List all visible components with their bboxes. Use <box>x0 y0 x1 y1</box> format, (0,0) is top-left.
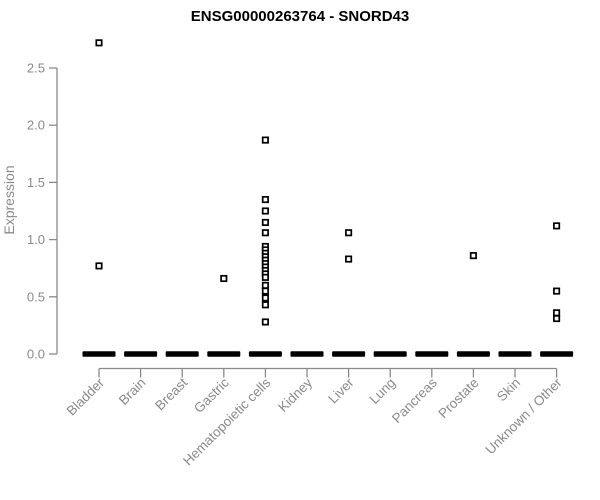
x-category-label: Unknown / Other <box>482 375 565 458</box>
x-category-label: Liver <box>325 375 357 407</box>
x-category-label: Prostate <box>435 375 481 421</box>
data-point-marker <box>261 281 269 289</box>
category-series <box>207 274 241 357</box>
data-point-marker <box>261 229 269 237</box>
data-point-marker <box>261 273 269 281</box>
category-series <box>248 136 282 357</box>
zero-expression-cluster <box>248 351 282 357</box>
zero-expression-cluster <box>207 351 241 357</box>
zero-expression-cluster <box>373 351 407 357</box>
y-tick-label: 2.0 <box>27 118 45 133</box>
category-series <box>540 222 574 357</box>
x-category-label: Gastric <box>191 375 232 416</box>
zero-expression-cluster <box>124 351 158 357</box>
zero-expression-cluster <box>290 351 324 357</box>
category-series <box>124 351 158 357</box>
zero-expression-cluster <box>332 351 366 357</box>
y-axis: 0.0 0.5 1.0 1.5 2.0 2.5 <box>27 61 58 362</box>
zero-expression-cluster <box>498 351 532 357</box>
x-category-label: Skin <box>494 375 523 404</box>
plot-area: 0.0 0.5 1.0 1.5 2.0 2.5 Bladder Brain Breast Gast… <box>27 39 574 468</box>
x-category-label: Breast <box>152 375 190 413</box>
category-series <box>498 351 532 357</box>
category-series <box>373 351 407 357</box>
chart-title: ENSG00000263764 - SNORD43 <box>191 8 409 25</box>
zero-expression-cluster <box>540 351 574 357</box>
data-point-marker <box>469 252 477 260</box>
zero-expression-cluster <box>165 351 199 357</box>
zero-expression-cluster <box>82 351 116 357</box>
data-point-marker <box>261 196 269 204</box>
category-series <box>82 39 116 357</box>
y-tick-label: 1.0 <box>27 232 45 247</box>
data-point-marker <box>553 314 561 323</box>
data-point-marker <box>553 222 561 230</box>
data-point-marker <box>261 318 269 326</box>
data-point-marker <box>95 39 103 47</box>
category-series <box>456 252 490 357</box>
zero-expression-cluster <box>415 351 449 357</box>
x-category-label: Brain <box>116 375 149 408</box>
data-point-marker <box>261 301 269 309</box>
data-point-marker <box>220 274 228 283</box>
y-tick-label: 1.5 <box>27 175 45 190</box>
data-point-marker <box>261 136 269 144</box>
data-point-marker <box>261 218 269 226</box>
x-category-label: Bladder <box>64 375 108 419</box>
data-point-marker <box>553 309 561 317</box>
data-point-marker <box>261 294 269 302</box>
data-point-marker <box>345 229 353 237</box>
category-series <box>332 229 366 357</box>
category-series <box>290 351 324 357</box>
data-point-marker <box>345 255 353 263</box>
zero-expression-cluster <box>456 351 490 357</box>
data-point-marker <box>261 207 269 215</box>
x-category-label: Pancreas <box>389 375 440 426</box>
y-tick-label: 0.0 <box>27 347 45 362</box>
category-series <box>165 351 199 357</box>
data-point-marker <box>261 287 269 295</box>
y-axis-label: Expression <box>1 165 17 234</box>
x-category-label: Lung <box>366 375 398 407</box>
x-category-label: Kidney <box>275 375 315 415</box>
data-point-marker <box>95 262 103 270</box>
category-series <box>415 351 449 357</box>
y-tick-label: 2.5 <box>27 61 45 76</box>
data-point-marker <box>553 287 561 295</box>
y-tick-label: 0.5 <box>27 289 45 304</box>
data-points <box>82 39 574 357</box>
